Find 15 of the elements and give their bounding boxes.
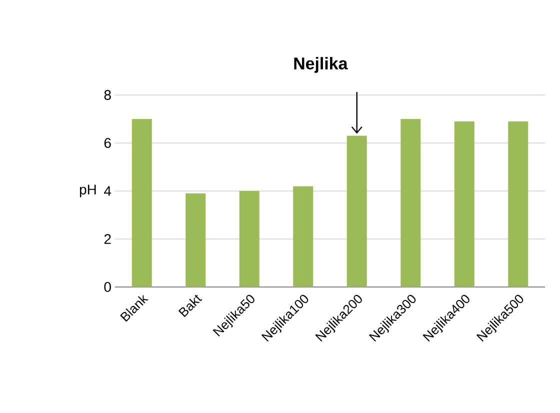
y-tick-label: 8 (104, 90, 111, 100)
y-tick-label: 4 (104, 186, 112, 196)
annotation: Nejlika (294, 57, 348, 73)
bar (508, 121, 528, 287)
bar (186, 193, 206, 287)
bar (454, 121, 474, 287)
y-axis-title: pH (80, 184, 96, 198)
y-tick-label: 2 (104, 234, 111, 244)
bar (293, 186, 314, 287)
y-tick-label: 6 (104, 138, 111, 148)
bar (239, 191, 260, 287)
bar (132, 119, 152, 287)
y-tick-label: 0 (104, 282, 111, 292)
bar (400, 119, 421, 287)
bar (346, 136, 367, 287)
